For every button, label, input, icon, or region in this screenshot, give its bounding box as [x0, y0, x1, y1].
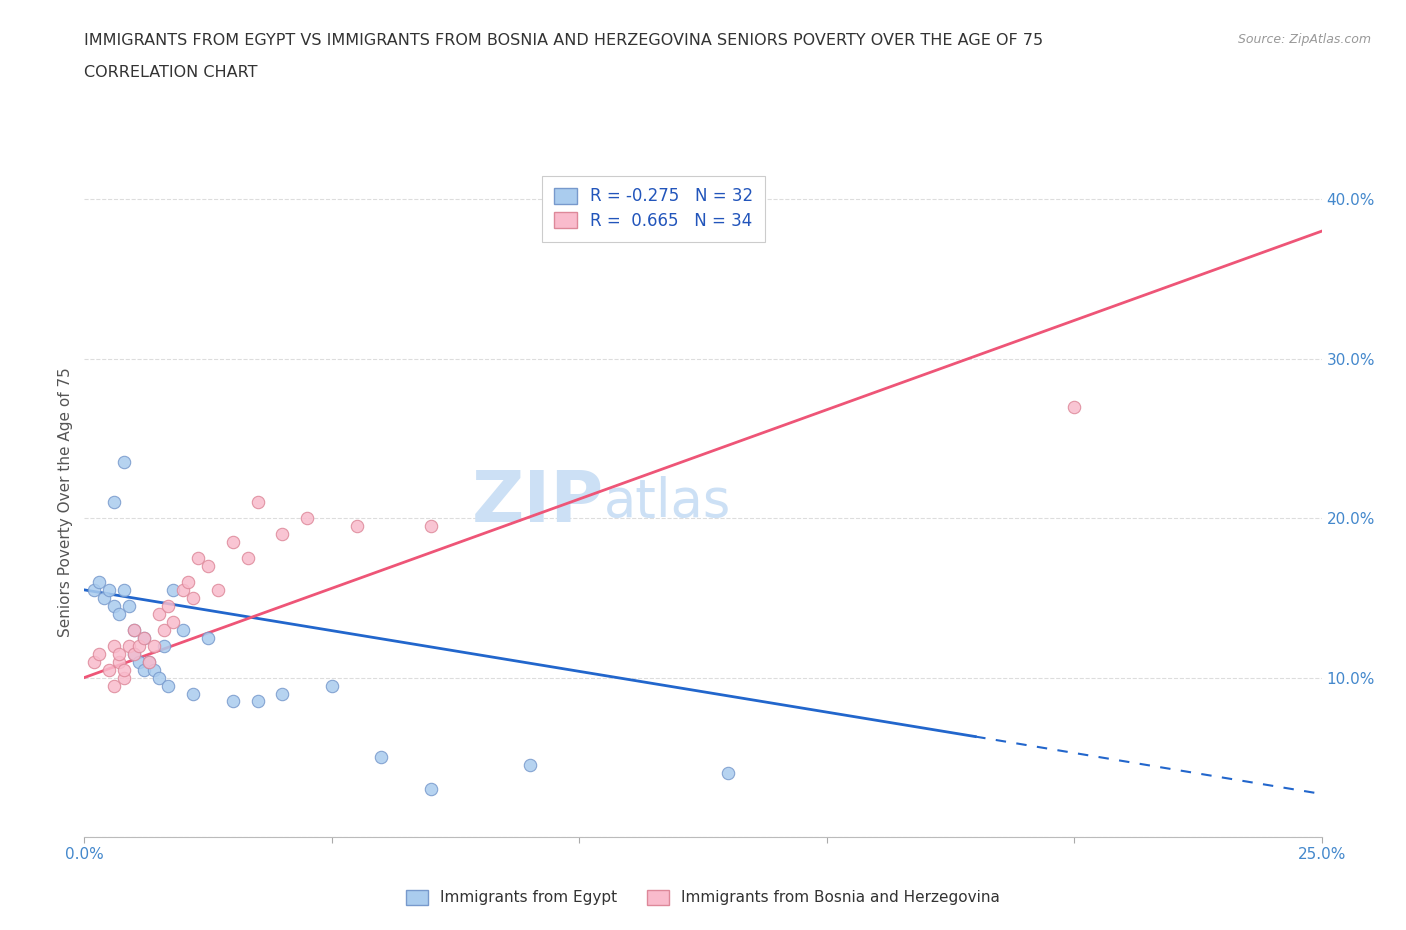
Point	[128, 638, 150, 653]
Point	[187, 551, 209, 565]
Point	[181, 591, 204, 605]
Point	[148, 671, 170, 685]
Point	[89, 575, 111, 590]
Point	[103, 638, 125, 653]
Text: atlas: atlas	[605, 476, 731, 528]
Point	[118, 598, 141, 613]
Point	[132, 662, 155, 677]
Point	[98, 662, 121, 677]
Point	[295, 511, 318, 525]
Point	[321, 678, 343, 693]
Y-axis label: Seniors Poverty Over the Age of 75: Seniors Poverty Over the Age of 75	[58, 367, 73, 637]
Text: IMMIGRANTS FROM EGYPT VS IMMIGRANTS FROM BOSNIA AND HERZEGOVINA SENIORS POVERTY : IMMIGRANTS FROM EGYPT VS IMMIGRANTS FROM…	[84, 33, 1043, 47]
Text: CORRELATION CHART: CORRELATION CHART	[84, 65, 257, 80]
Point	[236, 551, 259, 565]
Point	[172, 622, 194, 637]
Point	[346, 519, 368, 534]
Point	[1063, 399, 1085, 414]
Point	[162, 615, 184, 630]
Legend: Immigrants from Egypt, Immigrants from Bosnia and Herzegovina: Immigrants from Egypt, Immigrants from B…	[398, 883, 1008, 913]
Point	[246, 495, 269, 510]
Point	[222, 535, 245, 550]
Point	[122, 646, 145, 661]
Point	[112, 662, 135, 677]
Point	[89, 646, 111, 661]
Point	[152, 638, 174, 653]
Point	[207, 582, 229, 597]
Point	[157, 678, 180, 693]
Text: ZIP: ZIP	[472, 468, 605, 537]
Legend: R = -0.275   N = 32, R =  0.665   N = 34: R = -0.275 N = 32, R = 0.665 N = 34	[541, 176, 765, 242]
Point	[112, 671, 135, 685]
Point	[122, 622, 145, 637]
Point	[103, 598, 125, 613]
Point	[197, 631, 219, 645]
Point	[148, 606, 170, 621]
Point	[197, 559, 219, 574]
Point	[108, 646, 131, 661]
Point	[419, 519, 441, 534]
Point	[132, 631, 155, 645]
Point	[138, 654, 160, 669]
Point	[112, 582, 135, 597]
Point	[142, 662, 165, 677]
Point	[103, 678, 125, 693]
Point	[271, 686, 294, 701]
Point	[519, 758, 541, 773]
Point	[112, 455, 135, 470]
Point	[118, 638, 141, 653]
Point	[142, 638, 165, 653]
Point	[152, 622, 174, 637]
Point	[246, 694, 269, 709]
Point	[108, 606, 131, 621]
Point	[103, 495, 125, 510]
Point	[172, 582, 194, 597]
Point	[177, 575, 200, 590]
Point	[138, 654, 160, 669]
Text: Source: ZipAtlas.com: Source: ZipAtlas.com	[1237, 33, 1371, 46]
Point	[222, 694, 245, 709]
Point	[98, 582, 121, 597]
Point	[83, 654, 105, 669]
Point	[83, 582, 105, 597]
Point	[181, 686, 204, 701]
Point	[157, 598, 180, 613]
Point	[419, 782, 441, 797]
Point	[128, 654, 150, 669]
Point	[271, 526, 294, 541]
Point	[122, 646, 145, 661]
Point	[108, 654, 131, 669]
Point	[132, 631, 155, 645]
Point	[370, 750, 392, 764]
Point	[122, 622, 145, 637]
Point	[162, 582, 184, 597]
Point	[93, 591, 115, 605]
Point	[717, 765, 740, 780]
